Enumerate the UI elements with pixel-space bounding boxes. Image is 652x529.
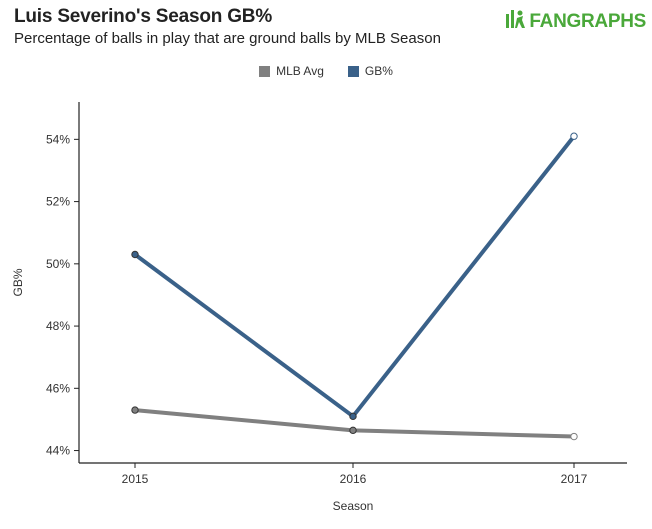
data-point-gb-pct-2015[interactable] <box>131 250 139 259</box>
x-tick-label: 2015 <box>122 472 149 486</box>
data-point-mlb-avg-2017[interactable] <box>570 432 578 441</box>
series-lines <box>133 134 576 439</box>
legend-item-mlb-avg[interactable]: MLB Avg <box>259 64 324 78</box>
data-point-gb-pct-2017[interactable] <box>570 132 578 140</box>
fangraphs-logo[interactable]: FANGRAPHS <box>506 10 646 34</box>
data-point-mlb-avg-2015[interactable] <box>131 406 139 414</box>
data-point-gb-pct-2016[interactable] <box>349 412 357 421</box>
x-ticks: 2015 2016 2017 <box>122 463 588 486</box>
y-tick-label: 54% <box>46 132 70 146</box>
data-point-mlb-avg-2016[interactable] <box>349 426 357 435</box>
y-tick-label: 46% <box>46 381 70 395</box>
chart-title: Luis Severino's Season GB% <box>14 6 273 27</box>
chart-legend: MLB Avg GB% <box>0 64 652 78</box>
legend-label-gb-pct: GB% <box>364 64 393 78</box>
y-axis-label: GB% <box>11 268 25 296</box>
y-tick-label: 50% <box>46 257 70 271</box>
legend-swatch-gb-pct <box>347 65 359 77</box>
legend-label-mlb-avg: MLB Avg <box>276 64 324 78</box>
series-line-gb-pct[interactable] <box>133 134 576 419</box>
y-tick-label: 44% <box>46 444 70 458</box>
x-axis-label: Season <box>333 499 374 513</box>
y-tick-label: 48% <box>46 319 70 333</box>
x-tick-label: 2016 <box>340 472 367 486</box>
legend-item-gb-pct[interactable]: GB% <box>347 64 393 78</box>
x-tick-label: 2017 <box>561 472 588 486</box>
fangraphs-logo-icon <box>506 10 526 34</box>
series-points <box>131 132 578 441</box>
fangraphs-logo-text: FANGRAPHS <box>529 11 646 32</box>
legend-swatch-mlb-avg <box>259 65 271 77</box>
chart-subtitle: Percentage of balls in play that are gro… <box>14 30 441 47</box>
y-tick-label: 52% <box>46 195 70 209</box>
y-ticks: 44% 46% 48% 50% 52% 54% <box>46 132 79 458</box>
